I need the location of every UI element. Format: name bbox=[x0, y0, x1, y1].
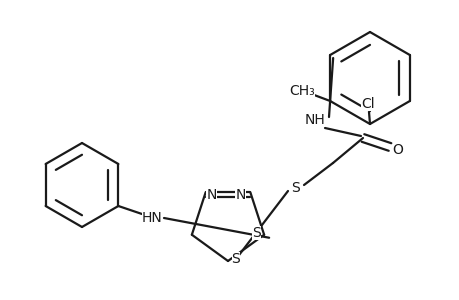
Text: O: O bbox=[392, 143, 403, 157]
Text: NH: NH bbox=[304, 113, 325, 127]
Text: Cl: Cl bbox=[360, 97, 374, 111]
Text: N: N bbox=[206, 188, 216, 202]
Text: S: S bbox=[251, 226, 260, 240]
Text: S: S bbox=[291, 181, 300, 195]
Text: CH₃: CH₃ bbox=[289, 84, 314, 98]
Text: S: S bbox=[231, 252, 240, 266]
Text: N: N bbox=[235, 188, 245, 202]
Text: HN: HN bbox=[141, 211, 162, 225]
